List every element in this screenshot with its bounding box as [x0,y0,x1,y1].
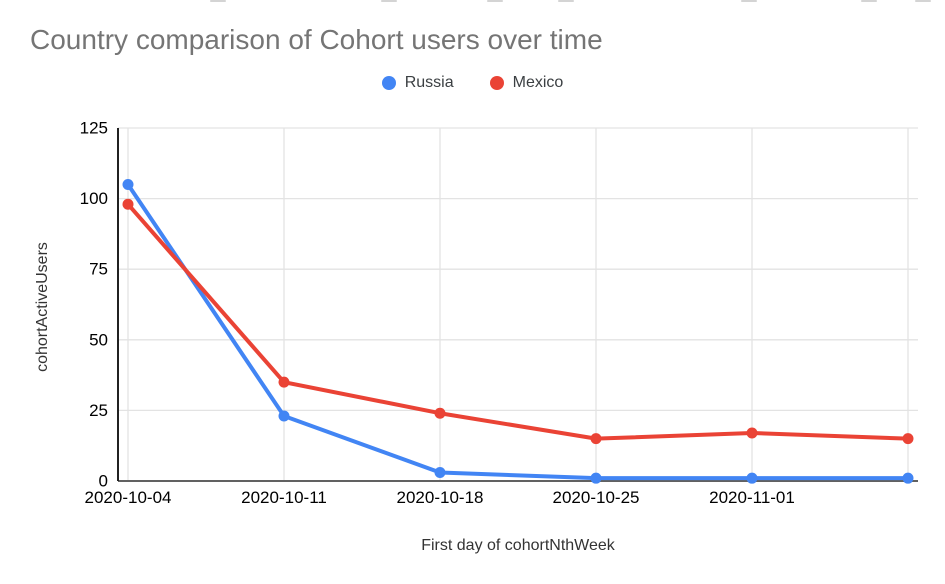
data-point-mexico-1[interactable] [278,376,290,388]
chart-title: Country comparison of Cohort users over … [30,24,603,55]
series-dot-icon [381,76,396,90]
data-point-mexico-2[interactable] [434,407,446,419]
y-tick-label: 25 [89,401,108,420]
data-point-russia-2[interactable] [434,467,446,479]
cropped-content-artifact [487,0,503,2]
series-line-mexico[interactable] [126,202,910,441]
x-tick-label: 2020-11-01 [709,488,795,507]
series-line-russia[interactable] [126,182,910,481]
data-point-russia-3[interactable] [590,472,602,484]
y-tick-label: 75 [89,260,108,279]
cropped-content-artifact [558,0,574,2]
y-tick-label: 100 [80,189,108,208]
data-point-russia-0[interactable] [122,178,134,190]
data-point-mexico-3[interactable] [590,433,602,445]
y-tick-label: 50 [89,330,108,349]
y-tick-label: 125 [80,119,108,138]
cropped-content-artifact [210,0,226,2]
x-axis-title: First day of cohortNthWeek [421,537,615,554]
data-point-russia-1[interactable] [278,410,290,422]
data-point-mexico-5[interactable] [902,433,914,445]
y-axis-title: cohortActiveUsers [34,242,51,372]
legend-item-mexico[interactable]: Mexico [489,74,564,92]
cropped-content-artifact [915,0,931,2]
cropped-content-artifact [861,0,877,2]
x-tick-label: 2020-10-18 [397,488,484,507]
y-tick-label: 0 [99,472,108,491]
data-point-russia-4[interactable] [746,472,758,484]
cropped-content-artifact [381,0,397,2]
cropped-content-artifact [741,0,757,2]
legend: Russia Mexico [0,74,945,92]
legend-label: Mexico [512,74,564,91]
data-point-mexico-0[interactable] [122,198,134,210]
legend-item-russia[interactable]: Russia [381,74,454,92]
x-tick-label: 2020-10-11 [241,488,327,507]
legend-label: Russia [404,74,454,91]
data-point-russia-5[interactable] [902,472,914,484]
series-dot-icon [489,76,504,90]
data-point-mexico-4[interactable] [746,427,758,439]
x-tick-label: 2020-10-25 [553,488,640,507]
x-tick-label: 2020-10-04 [85,488,172,507]
